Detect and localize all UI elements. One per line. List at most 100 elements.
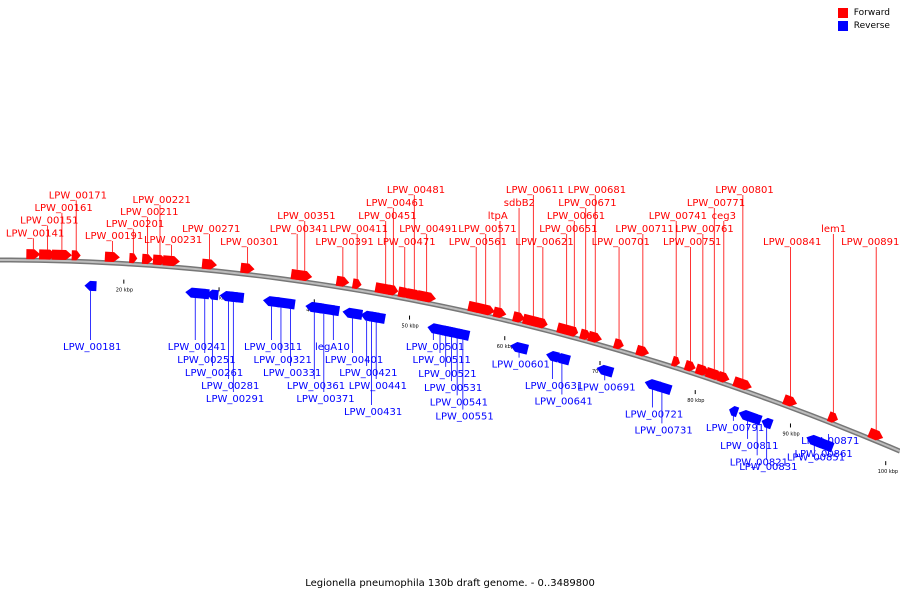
forward-gene-label: LPW_00761 [675,224,733,235]
forward-gene-label: LPW_00651 [539,224,597,235]
scale-tick-label: 80 kbp [687,398,704,404]
forward-gene-label: LPW_00491 [399,224,457,235]
reverse-gene-arrow [286,298,296,310]
forward-gene-label: LPW_00191 [85,231,143,242]
forward-gene-arrow [240,262,255,274]
reverse-gene-label: LPW_00601 [492,360,550,371]
forward-gene-arrow [141,253,154,265]
forward-gene-arrow [635,344,650,357]
reverse-gene-label: LPW_00541 [430,397,488,408]
reverse-gene-label: LPW_00551 [435,412,493,423]
legend-reverse-label: Reverse [853,21,890,31]
reverse-gene-arrow [554,353,571,366]
forward-gene-arrow [416,290,436,303]
reverse-gene-label: LPW_00291 [206,394,264,405]
forward-gene-arrow [612,338,624,350]
reverse-gene-label: LPW_00811 [720,441,778,452]
scale-tick-label: 60 kbp [497,344,514,350]
forward-gene-label: LPW_00351 [277,211,335,222]
forward-gene-arrow [867,427,884,441]
reverse-gene-label: LPW_00531 [424,383,482,394]
reverse-gene-label: LPW_00251 [177,355,235,366]
scale-tick-label: 20 kbp [116,288,133,294]
legend-forward: Forward [837,8,890,18]
reverse-gene-arrow [729,406,740,418]
reverse-gene-label: LPW_00731 [634,425,692,436]
reverse-gene-arrow [753,414,763,426]
forward-gene-arrow [51,249,72,261]
reverse-gene-label: LPW_00831 [739,462,797,473]
reverse-gene-arrow [761,417,774,430]
forward-gene-label: LPW_00571 [458,224,516,235]
forward-gene-label: sdbB2 [504,198,535,209]
reverse-gene-arrow [510,342,529,355]
forward-swatch [837,8,848,18]
reverse-gene-label: LPW_00871 [801,436,859,447]
forward-gene-arrow [670,355,681,367]
figure-caption: Legionella pneumophila 130b draft genome… [305,578,595,589]
reverse-gene-label: LPW_00371 [296,394,354,405]
reverse-gene-label: LPW_00791 [706,423,764,434]
forward-gene-arrow [587,330,602,343]
scale-tick-label: 50 kbp [402,324,419,330]
reverse-gene-label: LPW_00311 [244,342,302,353]
reverse-gene-arrow [738,410,759,424]
forward-gene-label: LPW_00481 [387,185,445,196]
legend-forward-label: Forward [853,8,890,18]
forward-gene-arrow [569,325,579,337]
forward-gene-label: LPW_00231 [144,235,202,246]
reverse-gene-arrow [367,311,386,324]
reverse-gene-label: LPW_00691 [577,382,635,393]
forward-gene-label: LPW_00391 [315,237,373,248]
forward-gene-label: LPW_00621 [515,237,573,248]
reverse-gene-label: LPW_00431 [344,407,402,418]
forward-gene-label: LPW_00141 [6,228,64,239]
scale-tick-label: 100 kbp [878,469,898,475]
reverse-gene-arrow [185,287,206,299]
forward-gene-label: lem1 [821,224,846,235]
forward-gene-label: LPW_00411 [330,224,388,235]
reverse-gene-label: LPW_00281 [201,381,259,392]
forward-gene-label: LPW_00471 [377,237,435,248]
forward-gene-label: LPW_00161 [34,203,92,214]
forward-gene-label: LPW_00681 [568,185,626,196]
forward-gene-label: LPW_00701 [592,237,650,248]
reverse-gene-arrow [206,289,219,301]
forward-gene-label: LPW_00711 [615,224,673,235]
reverse-gene-arrow [84,280,97,292]
reverse-gene-label: LPW_00241 [168,342,226,353]
forward-gene-arrow [579,328,592,340]
forward-gene-label: LPW_00561 [449,237,507,248]
backbone-line [0,259,900,453]
forward-gene-arrow [694,363,710,376]
forward-gene-arrow [716,370,730,383]
reverse-gene-arrow [456,329,471,341]
forward-gene-label: LPW_00461 [366,198,424,209]
reverse-gene-label: LPW_00331 [263,368,321,379]
forward-gene-label: ltpA [488,211,508,222]
forward-gene-label: LPW_00801 [715,185,773,196]
forward-gene-arrow [201,258,217,270]
reverse-gene-label: LPW_00511 [413,355,471,366]
forward-gene-arrow [683,360,696,372]
forward-gene-label: LPW_00201 [106,219,164,230]
forward-gene-label: LPW_00661 [547,211,605,222]
reverse-gene-label: LPW_00361 [287,381,345,392]
scale-tick-label: 30 kbp [211,295,228,301]
forward-gene-arrow [296,269,313,282]
forward-gene-arrow [732,376,752,391]
reverse-gene-label: LPW_00421 [339,368,397,379]
reverse-gene-label: LPW_00521 [418,369,476,380]
reverse-gene-label: LPW_00441 [349,381,407,392]
forward-gene-label: LPW_00751 [663,237,721,248]
forward-gene-arrow [71,250,81,261]
forward-gene-label: LPW_00841 [763,237,821,248]
reverse-gene-label: legA10 [315,342,350,353]
forward-gene-arrow [826,411,838,423]
reverse-gene-label: LPW_00721 [625,409,683,420]
reverse-genes: LPW_00181 LPW_00241 LPW_00251 LPW_00261 LPW_… [63,280,859,473]
forward-gene-label: LPW_00211 [120,207,178,218]
reverse-gene-label: LPW_00821 [730,457,788,468]
